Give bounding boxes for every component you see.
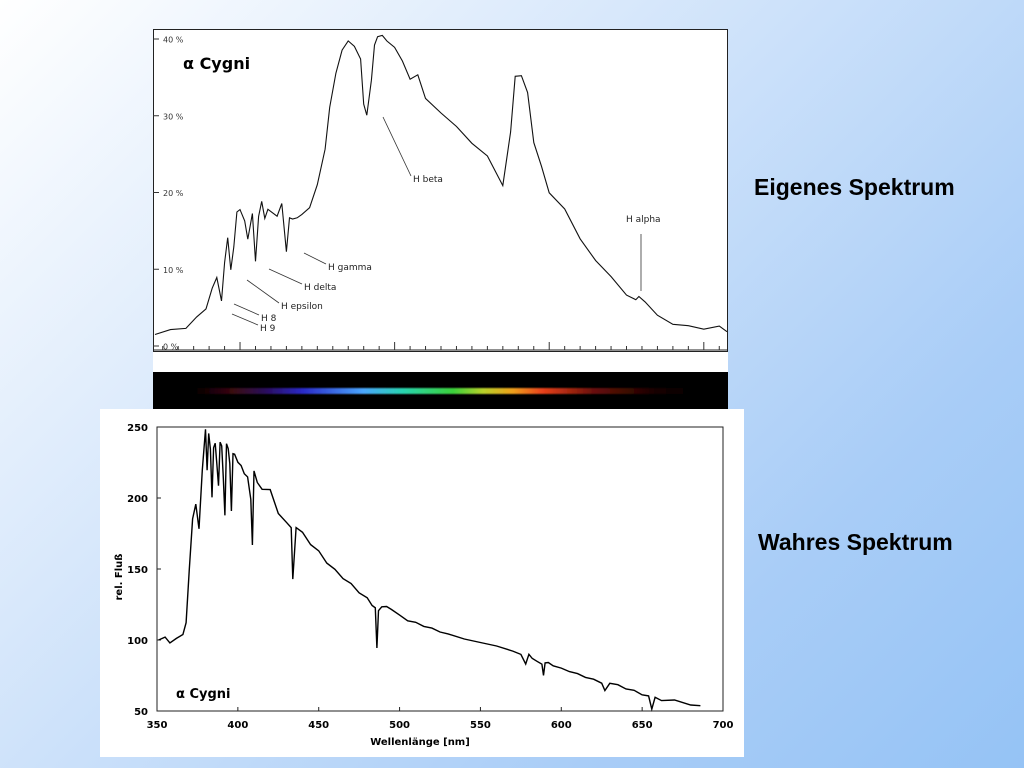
annotation-leader <box>268 268 303 285</box>
y-tick-label: 10 % <box>163 266 184 275</box>
y-tick-label: 30 % <box>163 112 184 121</box>
spectrum-band <box>153 352 728 409</box>
plot-frame <box>153 29 728 352</box>
chart-title: α Cygni <box>176 687 231 702</box>
x-tick-label: 550 <box>470 720 491 731</box>
annotation-label: H delta <box>304 283 336 293</box>
y-tick-label: 20 % <box>163 189 184 198</box>
annotation-label: H epsilon <box>281 302 323 312</box>
annotation-label: H alpha <box>626 215 661 225</box>
spectrum-strip <box>153 352 728 409</box>
y-tick-label: 200 <box>127 494 148 505</box>
chart-title: α Cygni <box>183 54 250 73</box>
annotation-label: H beta <box>413 175 443 185</box>
y-tick-label: 250 <box>127 423 148 434</box>
annotation-label: H 8 <box>261 314 277 324</box>
y-tick-label: 150 <box>127 565 148 576</box>
annotation-leader <box>303 252 327 265</box>
bottom-chart-panel: 350 400 450 500 550 600 650 700 50 100 150 200 250 We… <box>100 409 744 757</box>
spectrum-line <box>158 429 701 712</box>
annotation-label: H gamma <box>328 263 372 273</box>
x-tick-label: 450 <box>308 720 329 731</box>
top-spectrum-chart: 0 % 10 % 20 % 30 % 40 % α Cygni H 9H 8 H epsilo… <box>153 29 728 372</box>
y-tick-label: 0 % <box>163 343 179 352</box>
spectrum-line <box>154 34 728 336</box>
annotation-leader <box>231 313 259 326</box>
label-true-spectrum: Wahres Spektrum <box>758 529 953 555</box>
x-tick-label: 700 <box>713 720 734 731</box>
annotation-leader <box>233 303 260 316</box>
x-tick-label: 400 <box>227 720 248 731</box>
y-axis-label: rel. Fluß <box>114 554 125 601</box>
annotation-label: H 9 <box>260 324 276 334</box>
x-axis-label: Wellenlänge [nm] <box>370 737 470 748</box>
bottom-spectrum-chart: 350 400 450 500 550 600 650 700 50 100 150 200 250 We… <box>114 423 734 748</box>
plot-frame <box>156 426 724 712</box>
label-own-spectrum: Eigenes Spektrum <box>754 174 955 200</box>
x-tick-label: 600 <box>551 720 572 731</box>
x-tick-label: 650 <box>632 720 653 731</box>
y-tick-label: 50 <box>134 707 148 718</box>
x-tick-label: 500 <box>389 720 410 731</box>
y-tick-label: 40 % <box>163 36 184 45</box>
annotation-leader <box>382 116 412 177</box>
x-tick-label: 350 <box>147 720 168 731</box>
y-tick-label: 100 <box>127 636 148 647</box>
annotation-leader <box>246 279 280 304</box>
